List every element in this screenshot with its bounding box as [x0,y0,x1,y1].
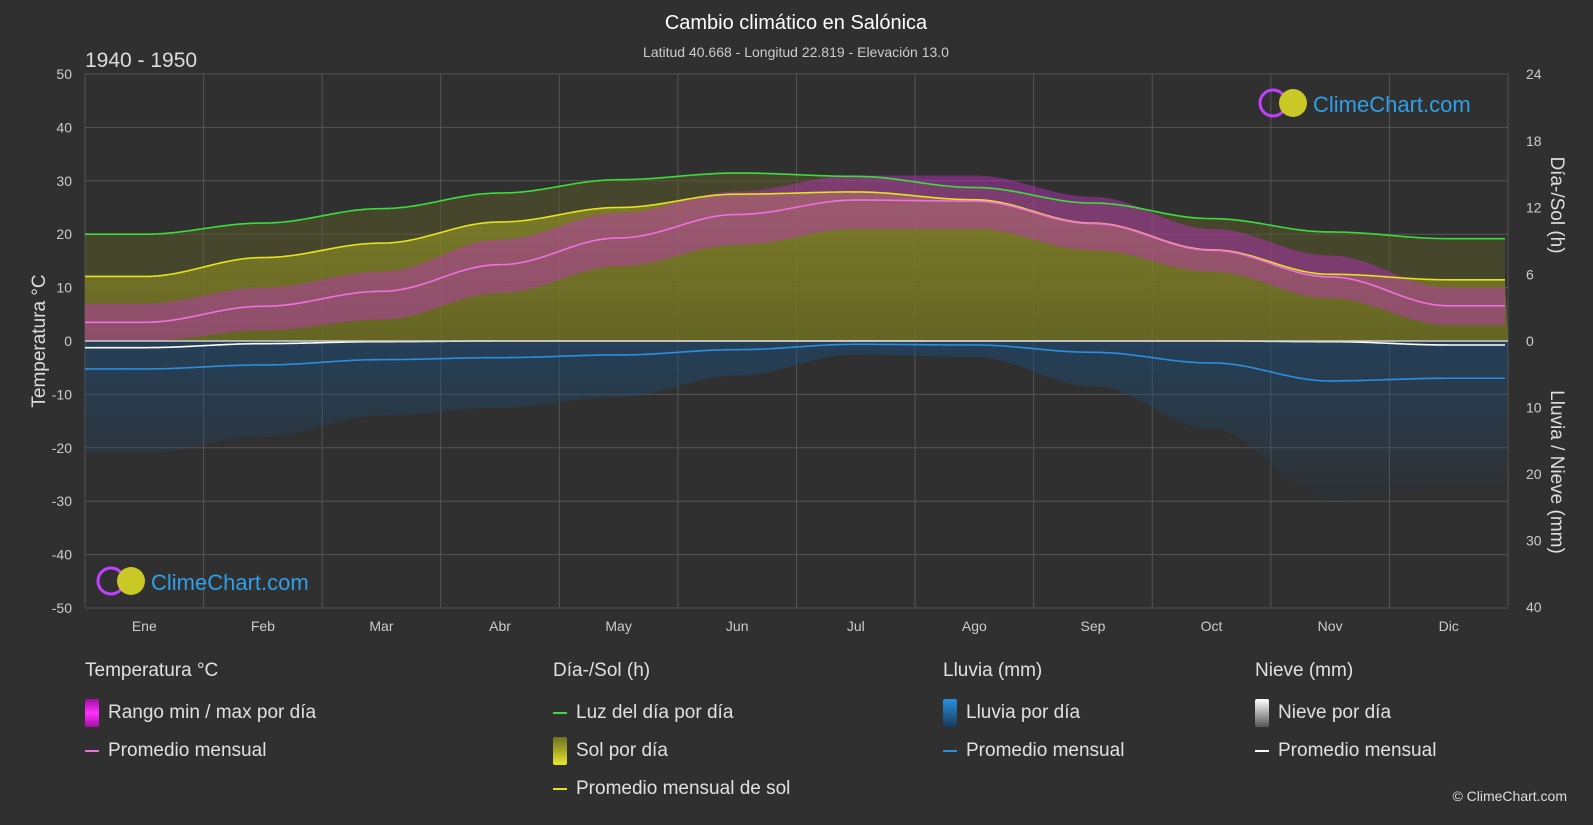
month-label: Oct [1201,618,1223,634]
month-label: Sep [1080,618,1105,634]
sun-area [85,191,1508,341]
daylight-line [85,172,1505,240]
right-axis-bottom-label: Lluvia / Nieve (mm) [1546,390,1567,554]
right-tick-label: 40 [1526,599,1542,615]
plot-area: 50 40 30 20 10 0 -10 -20 -30 -40 -50 24 18 12 6 0 10 20 30… [52,66,1542,634]
legend-label: Rango min / max por día [108,702,317,723]
legend-item: Sol por día [553,732,790,770]
brand-logo-bottom: ClimeChart.com [96,566,309,596]
legend-snow: Nieve (mm) Nieve por día Promedio mensua… [1255,660,1436,770]
legend-item: Nieve por día [1255,694,1436,732]
right-tick-label: 10 [1526,400,1542,416]
legend-label: Lluvia por día [966,702,1081,723]
left-tick-label: 0 [64,333,72,349]
legend-item: Promedio mensual [943,732,1124,770]
copyright: © ClimeChart.com [1452,788,1567,804]
right-tick-label: 24 [1526,66,1542,82]
temp-avg-swatch [85,750,99,752]
sun-avg-swatch [553,788,567,790]
left-tick-label: -40 [52,547,72,563]
legend-label: Promedio mensual [1278,740,1437,761]
left-tick-label: 20 [56,226,72,242]
month-label: Mar [369,618,393,634]
legend-temperature: Temperatura °C Rango min / max por día P… [85,660,316,770]
month-label: Dic [1439,618,1459,634]
legend-rain-header: Lluvia (mm) [943,660,1043,681]
right-tick-label: 18 [1526,133,1542,149]
legend-item: Rango min / max por día [85,694,316,732]
legend-item: Luz del día por día [553,694,790,732]
chart-subtitle: Latitud 40.668 - Longitud 22.819 - Eleva… [643,44,949,60]
legend-label: Promedio mensual [108,740,267,761]
climate-chart: Cambio climático en Salónica Latitud 40.… [29,12,1567,634]
month-label: Jun [726,618,749,634]
daylight-swatch [553,712,567,714]
legend-temp-header: Temperatura °C [85,660,219,681]
chart-title: Cambio climático en Salónica [665,12,928,34]
month-label: Jul [847,618,865,634]
legend-sun-header: Día-/Sol (h) [553,660,651,681]
month-label: Nov [1318,618,1343,634]
rain-area [85,341,1508,501]
legend-item: Promedio mensual [85,732,316,770]
left-tick-label: -30 [52,493,72,509]
rain-swatch [943,699,957,727]
left-tick-label: 50 [56,66,72,82]
left-tick-label: 10 [56,280,72,296]
sun-avg-line [85,191,1505,281]
legend-label: Nieve por día [1278,702,1392,723]
legend-rain: Lluvia (mm) Lluvia por día Promedio mens… [943,660,1124,770]
left-axis-label: Temperatura °C [29,274,50,407]
temp-range-swatch [85,699,99,727]
legend-item: Promedio mensual [1255,732,1436,770]
rain-avg-line [85,343,1505,382]
brand-logo-top: ClimeChart.com [1258,88,1471,118]
left-tick-label: 30 [56,173,72,189]
brand-text-top: ClimeChart.com [1313,92,1471,117]
month-label: Ago [962,618,987,634]
legend-label: Promedio mensual [966,740,1125,761]
month-label: Feb [251,618,275,634]
right-tick-label: 30 [1526,533,1542,549]
legend-label: Sol por día [576,740,668,761]
month-label: May [605,618,631,634]
legend-label: Luz del día por día [576,702,734,723]
left-tick-label: -20 [52,440,72,456]
legend-item: Promedio mensual de sol [553,770,790,808]
rain-avg-swatch [943,750,957,752]
brand-text-bottom: ClimeChart.com [151,570,309,595]
logo-sun-icon [117,567,145,595]
left-tick-label: 40 [56,119,72,135]
sun-swatch [553,737,567,765]
legend-label: Promedio mensual de sol [576,778,791,799]
snow-swatch [1255,699,1269,727]
daylight-band [85,173,1505,280]
right-tick-label: 6 [1526,266,1534,282]
period-label: 1940 - 1950 [85,49,197,72]
logo-sun-icon [1279,89,1307,117]
temp-avg-line [85,199,1505,324]
left-tick-label: -50 [52,600,72,616]
temp-range-band [85,175,1505,341]
month-label: Abr [489,618,511,634]
right-axis-top-label: Día-/Sol (h) [1546,156,1567,253]
snow-avg-swatch [1255,750,1269,752]
legend-snow-header: Nieve (mm) [1255,660,1354,681]
legend-item: Lluvia por día [943,694,1124,732]
month-label: Ene [132,618,157,634]
right-tick-label: 20 [1526,466,1542,482]
right-tick-label: 0 [1526,333,1534,349]
right-tick-label: 12 [1526,200,1542,216]
legend-sun: Día-/Sol (h) Luz del día por día Sol por… [553,660,790,808]
left-tick-label: -10 [52,386,72,402]
